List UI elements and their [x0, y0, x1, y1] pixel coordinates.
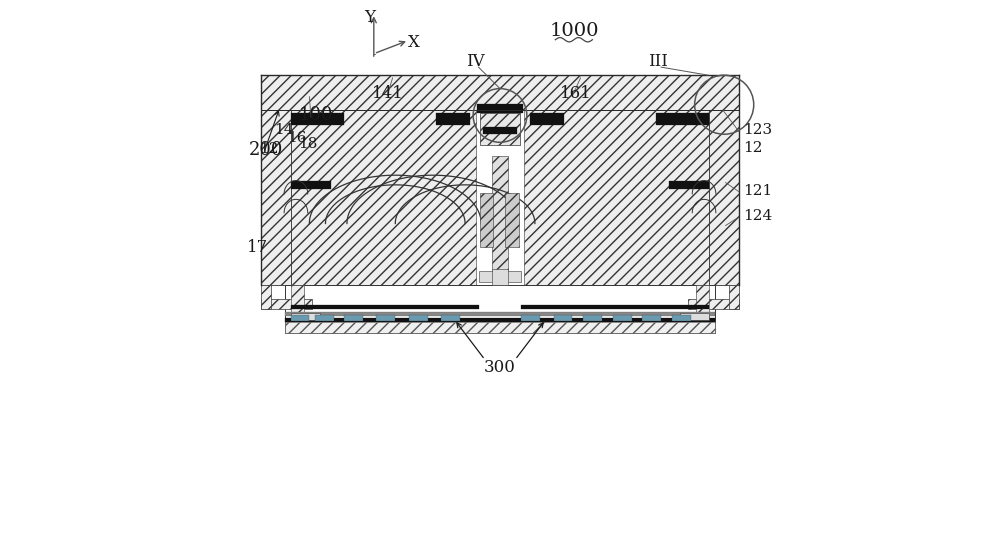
Bar: [709, 110, 739, 285]
Text: 14: 14: [274, 123, 294, 137]
Text: 200: 200: [249, 141, 284, 159]
Bar: [480, 113, 520, 145]
Bar: [285, 318, 715, 322]
Bar: [291, 313, 320, 320]
Bar: [642, 315, 661, 321]
Text: 121: 121: [743, 184, 773, 198]
Text: 12: 12: [259, 142, 279, 156]
Text: 18: 18: [299, 137, 318, 151]
Bar: [477, 104, 523, 113]
Bar: [680, 313, 709, 320]
Bar: [729, 285, 739, 309]
Bar: [696, 285, 709, 320]
Text: III: III: [648, 53, 668, 70]
Bar: [291, 110, 476, 285]
Bar: [291, 180, 331, 188]
Bar: [261, 75, 739, 110]
Bar: [441, 315, 460, 321]
Bar: [669, 180, 709, 188]
Bar: [521, 315, 540, 321]
Bar: [291, 315, 309, 321]
Bar: [261, 285, 271, 309]
Text: IV: IV: [467, 53, 485, 70]
Bar: [492, 156, 508, 274]
Text: 161: 161: [560, 85, 592, 103]
Bar: [613, 315, 632, 321]
Bar: [505, 193, 519, 247]
Text: 141: 141: [372, 85, 404, 103]
Bar: [376, 315, 395, 321]
Bar: [315, 315, 334, 321]
Bar: [291, 113, 344, 125]
Bar: [291, 305, 479, 309]
Bar: [688, 299, 739, 309]
Bar: [524, 110, 709, 285]
Bar: [554, 315, 572, 321]
Bar: [285, 322, 715, 333]
Text: 17: 17: [247, 238, 268, 256]
Bar: [409, 315, 428, 321]
Text: 100: 100: [299, 106, 333, 125]
Bar: [583, 315, 602, 321]
Bar: [261, 299, 312, 309]
Bar: [285, 312, 715, 316]
Bar: [492, 268, 508, 285]
Text: 16: 16: [287, 131, 306, 145]
Text: 124: 124: [743, 209, 773, 223]
Bar: [656, 113, 709, 125]
Text: X: X: [408, 34, 420, 52]
Text: 12: 12: [743, 141, 763, 155]
Bar: [521, 305, 709, 309]
Bar: [483, 127, 517, 134]
Bar: [672, 315, 691, 321]
Bar: [480, 193, 493, 247]
Bar: [261, 110, 291, 285]
Text: 300: 300: [484, 359, 516, 376]
Bar: [344, 315, 363, 321]
Bar: [436, 113, 470, 125]
Bar: [479, 271, 521, 282]
Text: 123: 123: [743, 123, 772, 137]
Text: Y: Y: [365, 9, 376, 26]
Text: 1000: 1000: [549, 22, 599, 40]
Bar: [530, 113, 564, 125]
Bar: [285, 285, 715, 333]
Bar: [291, 285, 304, 320]
